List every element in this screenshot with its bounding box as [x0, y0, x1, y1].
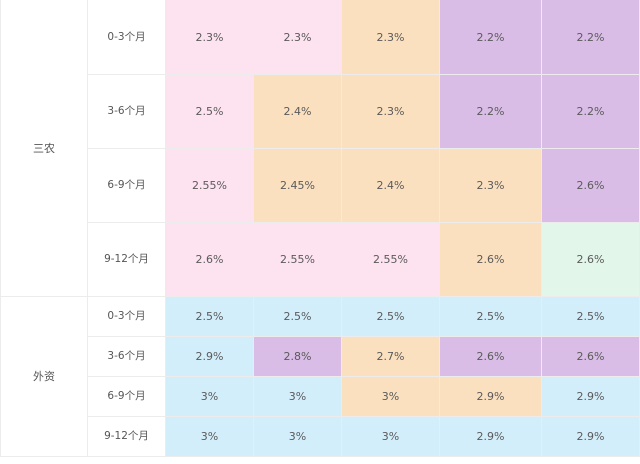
group-label: 外资	[0, 297, 88, 457]
rate-cell: 2.5%	[342, 297, 440, 337]
period-label: 3-6个月	[88, 75, 166, 149]
rate-cell: 3%	[166, 417, 254, 457]
rate-cell: 2.5%	[254, 297, 342, 337]
group-label: 三农	[0, 0, 88, 297]
rate-cell: 2.3%	[166, 0, 254, 75]
rate-cell: 2.3%	[440, 149, 542, 223]
period-label: 9-12个月	[88, 417, 166, 457]
period-label: 3-6个月	[88, 337, 166, 377]
rate-cell: 2.6%	[166, 223, 254, 297]
period-label: 0-3个月	[88, 0, 166, 75]
rate-cell: 3%	[342, 417, 440, 457]
period-label: 9-12个月	[88, 223, 166, 297]
rate-cell: 3%	[254, 377, 342, 417]
rate-cell: 2.2%	[440, 0, 542, 75]
rate-cell: 2.6%	[542, 149, 640, 223]
rate-cell: 2.5%	[542, 297, 640, 337]
rate-cell: 2.2%	[542, 75, 640, 149]
rate-cell: 2.4%	[342, 149, 440, 223]
rate-cell: 3%	[166, 377, 254, 417]
rate-cell: 3%	[342, 377, 440, 417]
rate-cell: 2.5%	[440, 297, 542, 337]
rate-cell: 2.6%	[542, 223, 640, 297]
rate-cell: 2.5%	[166, 75, 254, 149]
rate-cell: 2.6%	[542, 337, 640, 377]
rate-cell: 2.3%	[254, 0, 342, 75]
rate-cell: 2.55%	[342, 223, 440, 297]
rate-cell: 2.2%	[440, 75, 542, 149]
rate-cell: 2.55%	[166, 149, 254, 223]
rate-cell: 2.9%	[440, 377, 542, 417]
rate-cell: 2.3%	[342, 75, 440, 149]
rate-cell: 2.9%	[542, 377, 640, 417]
rate-cell: 2.6%	[440, 337, 542, 377]
period-label: 6-9个月	[88, 377, 166, 417]
rate-cell: 2.6%	[440, 223, 542, 297]
rate-cell: 2.9%	[542, 417, 640, 457]
rate-cell: 2.2%	[542, 0, 640, 75]
rate-cell: 2.55%	[254, 223, 342, 297]
rate-cell: 2.45%	[254, 149, 342, 223]
rate-cell: 2.9%	[166, 337, 254, 377]
rate-cell: 2.4%	[254, 75, 342, 149]
period-label: 6-9个月	[88, 149, 166, 223]
rate-cell: 2.3%	[342, 0, 440, 75]
rate-cell: 2.7%	[342, 337, 440, 377]
rate-cell: 2.5%	[166, 297, 254, 337]
rate-cell: 3%	[254, 417, 342, 457]
rate-cell: 2.8%	[254, 337, 342, 377]
period-label: 0-3个月	[88, 297, 166, 337]
rate-cell: 2.9%	[440, 417, 542, 457]
